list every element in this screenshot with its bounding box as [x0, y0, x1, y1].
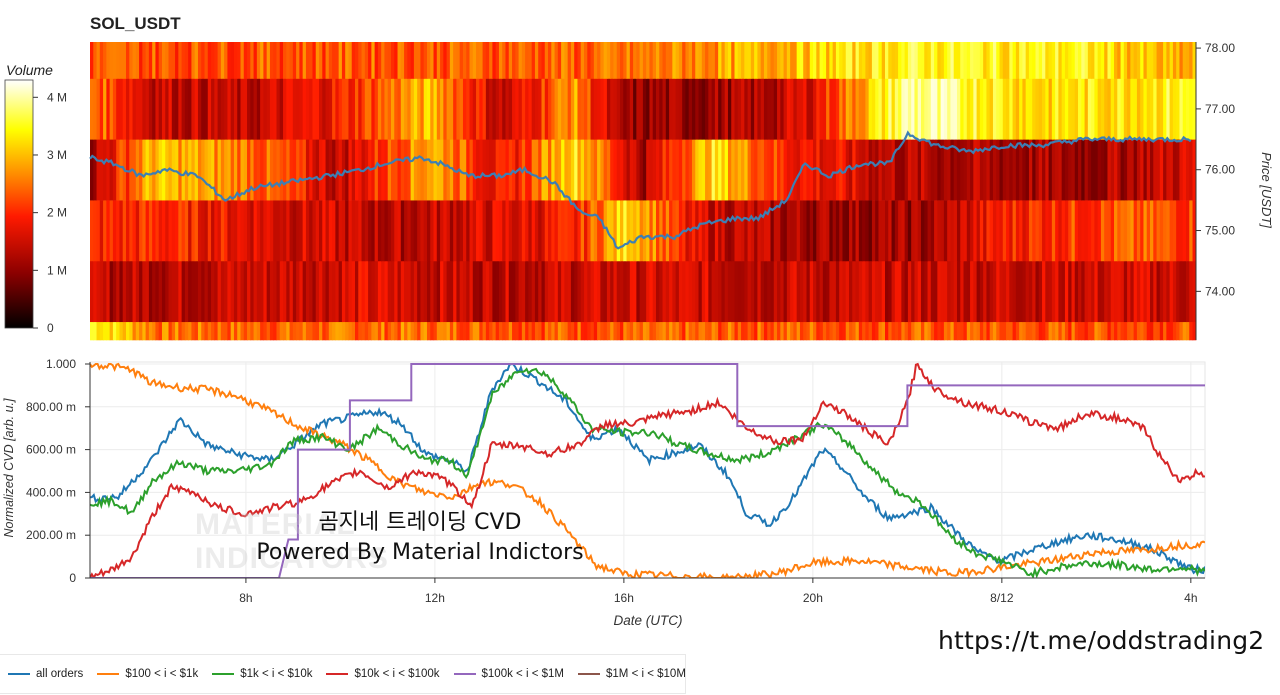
cvd-plot-area	[89, 361, 1206, 579]
overlay-line-1: 곰지네 트레이딩 CVD	[318, 510, 522, 535]
cvd-y-label: Normalized CVD [arb. u.]	[2, 398, 16, 537]
cvd-y-tick-label: 600.00 m	[26, 443, 76, 457]
legend-label: $1k < i < $10k	[240, 668, 313, 680]
legend-swatch	[97, 673, 120, 675]
cvd-y-axis: 0 200.00 m 400.00 m 600.00 m 800.00 m 1.000	[26, 357, 90, 585]
cvd-y-tick-label: 0	[69, 571, 76, 585]
legend-label: $100 < i < $1k	[125, 668, 199, 680]
cvd-x-tick-label: 4h	[1184, 591, 1197, 605]
cvd-x-label: Date (UTC)	[613, 613, 682, 628]
cvd-x-tick-label: 8/12	[990, 591, 1014, 605]
cvd-y-tick-label: 200.00 m	[26, 528, 76, 542]
legend-item[interactable]: $100 < i < $1k	[97, 668, 198, 680]
cvd-x-axis: 8h 12h 16h 20h 8/12 4h	[239, 578, 1198, 605]
legend-item[interactable]: $100k < i < $1M	[453, 668, 564, 680]
legend-item[interactable]: $1k < i < $10k	[212, 668, 312, 680]
colorbar-tick-label: 3 M	[47, 148, 67, 162]
legend-label: all orders	[36, 668, 84, 680]
legend-swatch	[212, 673, 235, 675]
legend-label: $1M < i < $10M	[606, 668, 686, 680]
price-axis-label: Price [USDT]	[1259, 152, 1274, 228]
heatmap	[90, 42, 1197, 341]
telegram-link[interactable]: https://t.me/oddstrading2	[938, 626, 1265, 655]
legend-swatch	[578, 673, 600, 675]
legend-label: $100k < i < $1M	[481, 668, 564, 680]
legend-swatch	[326, 673, 349, 675]
heatmap-row	[90, 321, 1197, 341]
price-tick-label: 78.00	[1205, 41, 1235, 55]
legend: all orders $100 < i < $1k $1k < i < $10k $1…	[0, 654, 686, 694]
overlay-line-2: Powered By Material Indictors	[256, 540, 584, 565]
legend-item[interactable]: $1M < i < $10M	[578, 668, 686, 680]
cvd-x-tick-label: 20h	[803, 591, 823, 605]
legend-item[interactable]: all orders	[8, 668, 83, 680]
colorbar-ticks: 4 M 3 M 2 M 1 M 0	[33, 90, 67, 335]
price-tick-label: 77.00	[1205, 102, 1235, 116]
legend-label: $10k < i < $100k	[354, 668, 440, 680]
heatmap-row	[90, 139, 1197, 201]
heatmap-row	[90, 42, 1197, 79]
chart-title: SOL_USDT	[90, 14, 181, 33]
colorbar-tick-label: 1 M	[47, 263, 67, 277]
colorbar	[4, 79, 34, 329]
cvd-x-tick-label: 12h	[425, 591, 445, 605]
overlay-caption: 곰지네 트레이딩 CVD Powered By Material Indicto…	[200, 508, 640, 568]
watermark: MATERIAL INDICATORS	[195, 508, 389, 576]
colorbar-tick-label: 2 M	[47, 206, 67, 220]
price-tick-label: 75.00	[1205, 224, 1235, 238]
price-line	[89, 130, 1192, 250]
heatmap-row	[90, 78, 1197, 140]
cvd-y-tick-label: 800.00 m	[26, 400, 76, 414]
heatmap-row	[90, 260, 1197, 323]
colorbar-tick-label: 4 M	[47, 90, 67, 104]
legend-item[interactable]: $10k < i < $100k	[326, 668, 440, 680]
legend-swatch	[8, 673, 30, 675]
cvd-x-tick-label: 8h	[239, 591, 252, 605]
price-tick-label: 74.00	[1205, 284, 1235, 298]
cvd-x-tick-label: 16h	[614, 591, 634, 605]
colorbar-tick-label: 0	[47, 321, 54, 335]
watermark-line-2: INDICATORS	[195, 542, 389, 575]
cvd-series-line	[90, 363, 1205, 578]
price-axis: 78.00 77.00 76.00 75.00 74.00	[1196, 41, 1235, 298]
legend-swatch	[453, 673, 476, 675]
heatmap-row	[90, 200, 1197, 262]
colorbar-label: Volume	[6, 62, 53, 78]
price-tick-label: 76.00	[1205, 163, 1235, 177]
cvd-y-tick-label: 1.000	[46, 357, 76, 371]
cvd-series-line	[90, 362, 1205, 578]
cvd-series	[90, 362, 1205, 578]
cvd-y-tick-label: 400.00 m	[26, 485, 76, 499]
watermark-line-1: MATERIAL	[195, 508, 356, 541]
cvd-series-line	[90, 367, 1205, 578]
